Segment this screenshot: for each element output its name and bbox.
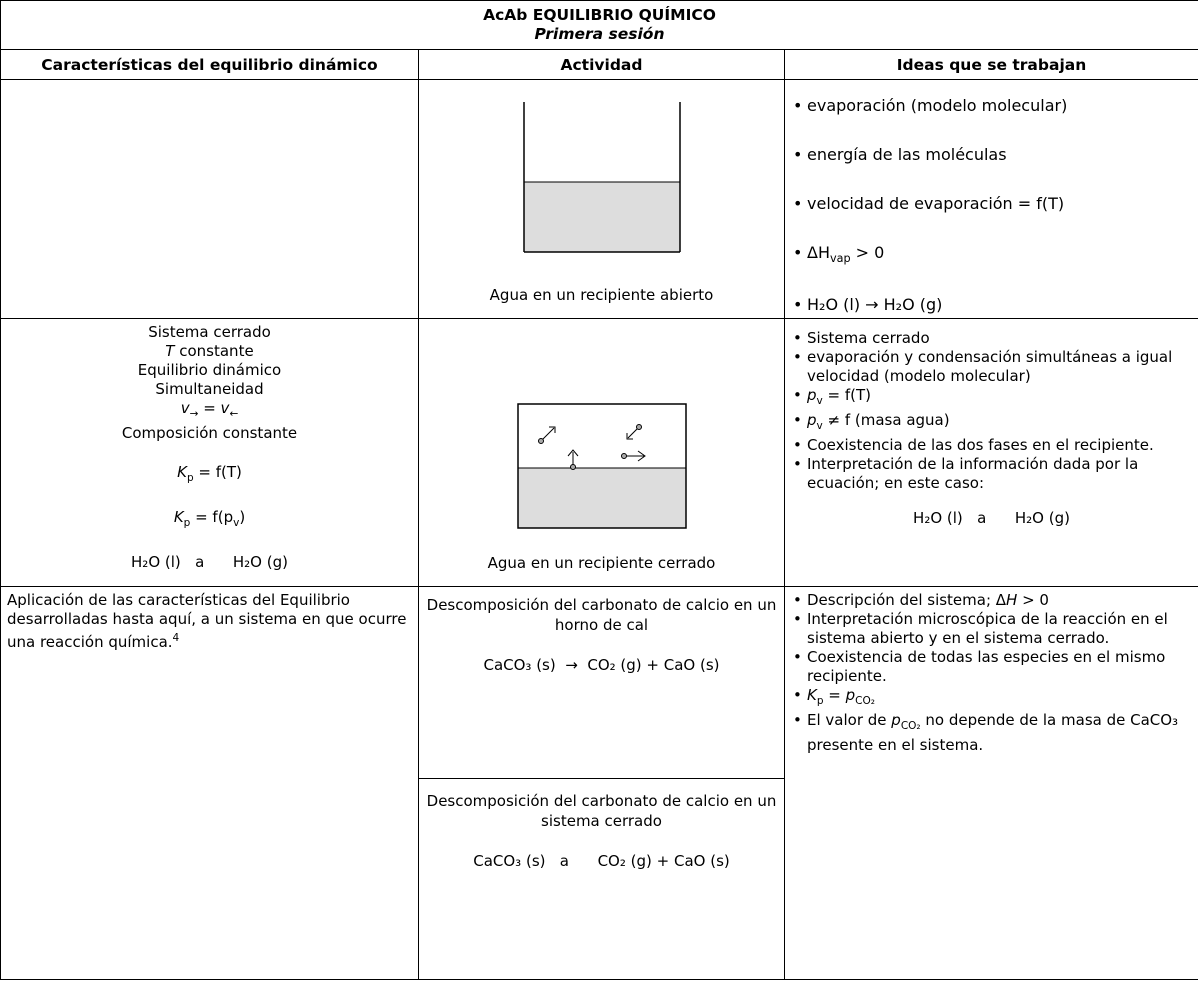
text: K xyxy=(807,686,817,705)
idea: H₂O (l) → H₂O (g) xyxy=(791,295,1192,314)
equation: CaCO₃ (s) a CO₂ (g) + CaO (s) xyxy=(473,852,730,871)
text: no depende de la masa de CaCO₃ presente … xyxy=(807,711,1179,755)
text: p xyxy=(845,686,856,705)
idea: evaporación (modelo molecular) xyxy=(791,96,1192,115)
text: v xyxy=(816,420,823,433)
text: vap xyxy=(829,252,851,266)
text: CO₂ xyxy=(855,695,875,708)
column-header: Ideas que se trabajan xyxy=(783,49,1198,80)
caption: Agua en un recipiente abierto xyxy=(489,286,714,305)
text: ← xyxy=(229,408,239,421)
idea: Sistema cerrado xyxy=(791,329,1192,348)
text: = xyxy=(823,686,846,705)
text: CO₂ xyxy=(900,720,921,733)
cell: Agua en un recipiente abierto xyxy=(418,78,785,320)
idea: energía de las moléculas xyxy=(791,145,1192,164)
text: v xyxy=(220,399,230,418)
text: Descomposición del carbonato de calcio e… xyxy=(426,792,777,831)
idea: Kp = pCO₂ xyxy=(791,686,1192,711)
cell: Descripción del sistema; ΔH > 0 Interpre… xyxy=(783,586,1198,981)
cell: Aplicación de las características del Eq… xyxy=(0,586,419,981)
text: = f(T) xyxy=(822,386,872,405)
ideas: Descripción del sistema; ΔH > 0 Interpre… xyxy=(791,591,1192,755)
idea: Descripción del sistema; ΔH > 0 xyxy=(791,591,1192,610)
column-header: Características del equilibrio dinámico xyxy=(0,49,419,80)
cell: Descomposición del carbonato de calcio e… xyxy=(418,586,785,780)
text: Kp = f(pv) xyxy=(7,508,412,533)
text: K xyxy=(173,508,184,527)
cell: Sistema cerrado T constante Equilibrio d… xyxy=(0,318,419,588)
text: p xyxy=(891,711,901,730)
text: Simultaneidad xyxy=(155,380,264,399)
header: AcAb EQUILIBRIO QUÍMICO Primera sesión xyxy=(0,0,1198,50)
text: T xyxy=(165,342,175,361)
idea: pv = f(T) xyxy=(791,386,1192,411)
text: constante xyxy=(174,342,254,361)
text: ΔH xyxy=(807,243,830,262)
text: > 0 xyxy=(1017,591,1049,610)
ideas: Sistema cerrado evaporación y condensaci… xyxy=(791,329,1192,493)
idea: El valor de pCO₂ no depende de la masa d… xyxy=(791,711,1192,755)
text: p xyxy=(816,695,824,708)
subtitle: Primera sesión xyxy=(534,25,665,43)
text: H₂O (l) a H₂O (g) xyxy=(131,553,288,572)
cell: Agua en un recipiente cerrado xyxy=(418,318,785,588)
cell: Descomposición del carbonato de calcio e… xyxy=(418,778,785,981)
text: Composición constante xyxy=(121,424,298,443)
text: p xyxy=(186,472,194,485)
text: v xyxy=(233,517,240,530)
idea: Interpretación de la información dada po… xyxy=(791,455,1192,493)
idea: velocidad de evaporación = f(T) xyxy=(791,194,1192,213)
text: ) xyxy=(239,508,246,527)
text: = f(T) xyxy=(193,463,242,482)
idea: Interpretación microscópica de la reacci… xyxy=(791,610,1192,648)
text: = xyxy=(198,399,221,418)
text: Aplicación de las características del Eq… xyxy=(7,591,407,652)
text: Equilibrio dinámico xyxy=(137,361,282,380)
text: ≠ f (masa agua) xyxy=(822,411,950,430)
text: p xyxy=(807,386,817,405)
text: K xyxy=(177,463,187,482)
text: p xyxy=(807,411,817,430)
closed-beaker xyxy=(516,403,687,529)
column-header: Actividad xyxy=(418,49,785,80)
title: AcAb EQUILIBRIO QUÍMICO xyxy=(483,6,716,24)
open-beaker xyxy=(522,102,681,253)
text: v xyxy=(180,399,190,418)
text: Descomposición del carbonato de calcio e… xyxy=(426,596,777,635)
text: p xyxy=(183,517,191,530)
text: → xyxy=(189,408,199,421)
text: v→ = v← xyxy=(7,399,412,424)
equation: CaCO₃ (s) → CO₂ (g) + CaO (s) xyxy=(483,656,720,675)
caption: Agua en un recipiente cerrado xyxy=(487,554,716,573)
idea: Coexistencia de todas las especies en el… xyxy=(791,648,1192,686)
text: > 0 xyxy=(850,243,885,262)
cell: Sistema cerrado evaporación y condensaci… xyxy=(783,318,1198,588)
text: H xyxy=(1006,591,1018,610)
text: Kp = f(T) xyxy=(7,463,412,488)
cell: evaporación (modelo molecular) energía d… xyxy=(783,78,1198,320)
ideas: evaporación (modelo molecular) energía d… xyxy=(791,96,1192,314)
idea: ΔHvap > 0 xyxy=(791,243,1192,265)
text: El valor de xyxy=(807,711,892,730)
equation: H₂O (l) a H₂O (g) xyxy=(913,509,1070,528)
idea: pv ≠ f (masa agua) xyxy=(791,411,1192,436)
text: T constante xyxy=(7,342,412,361)
text: Descripción del sistema; Δ xyxy=(807,591,1007,610)
cell xyxy=(0,78,419,320)
text: Sistema cerrado xyxy=(148,323,271,342)
text: 4 xyxy=(172,632,180,645)
idea: Coexistencia de las dos fases en el reci… xyxy=(791,436,1192,455)
text: v xyxy=(816,395,823,408)
idea: evaporación y condensación simultáneas a… xyxy=(791,348,1192,386)
text: = f(p xyxy=(190,508,234,527)
